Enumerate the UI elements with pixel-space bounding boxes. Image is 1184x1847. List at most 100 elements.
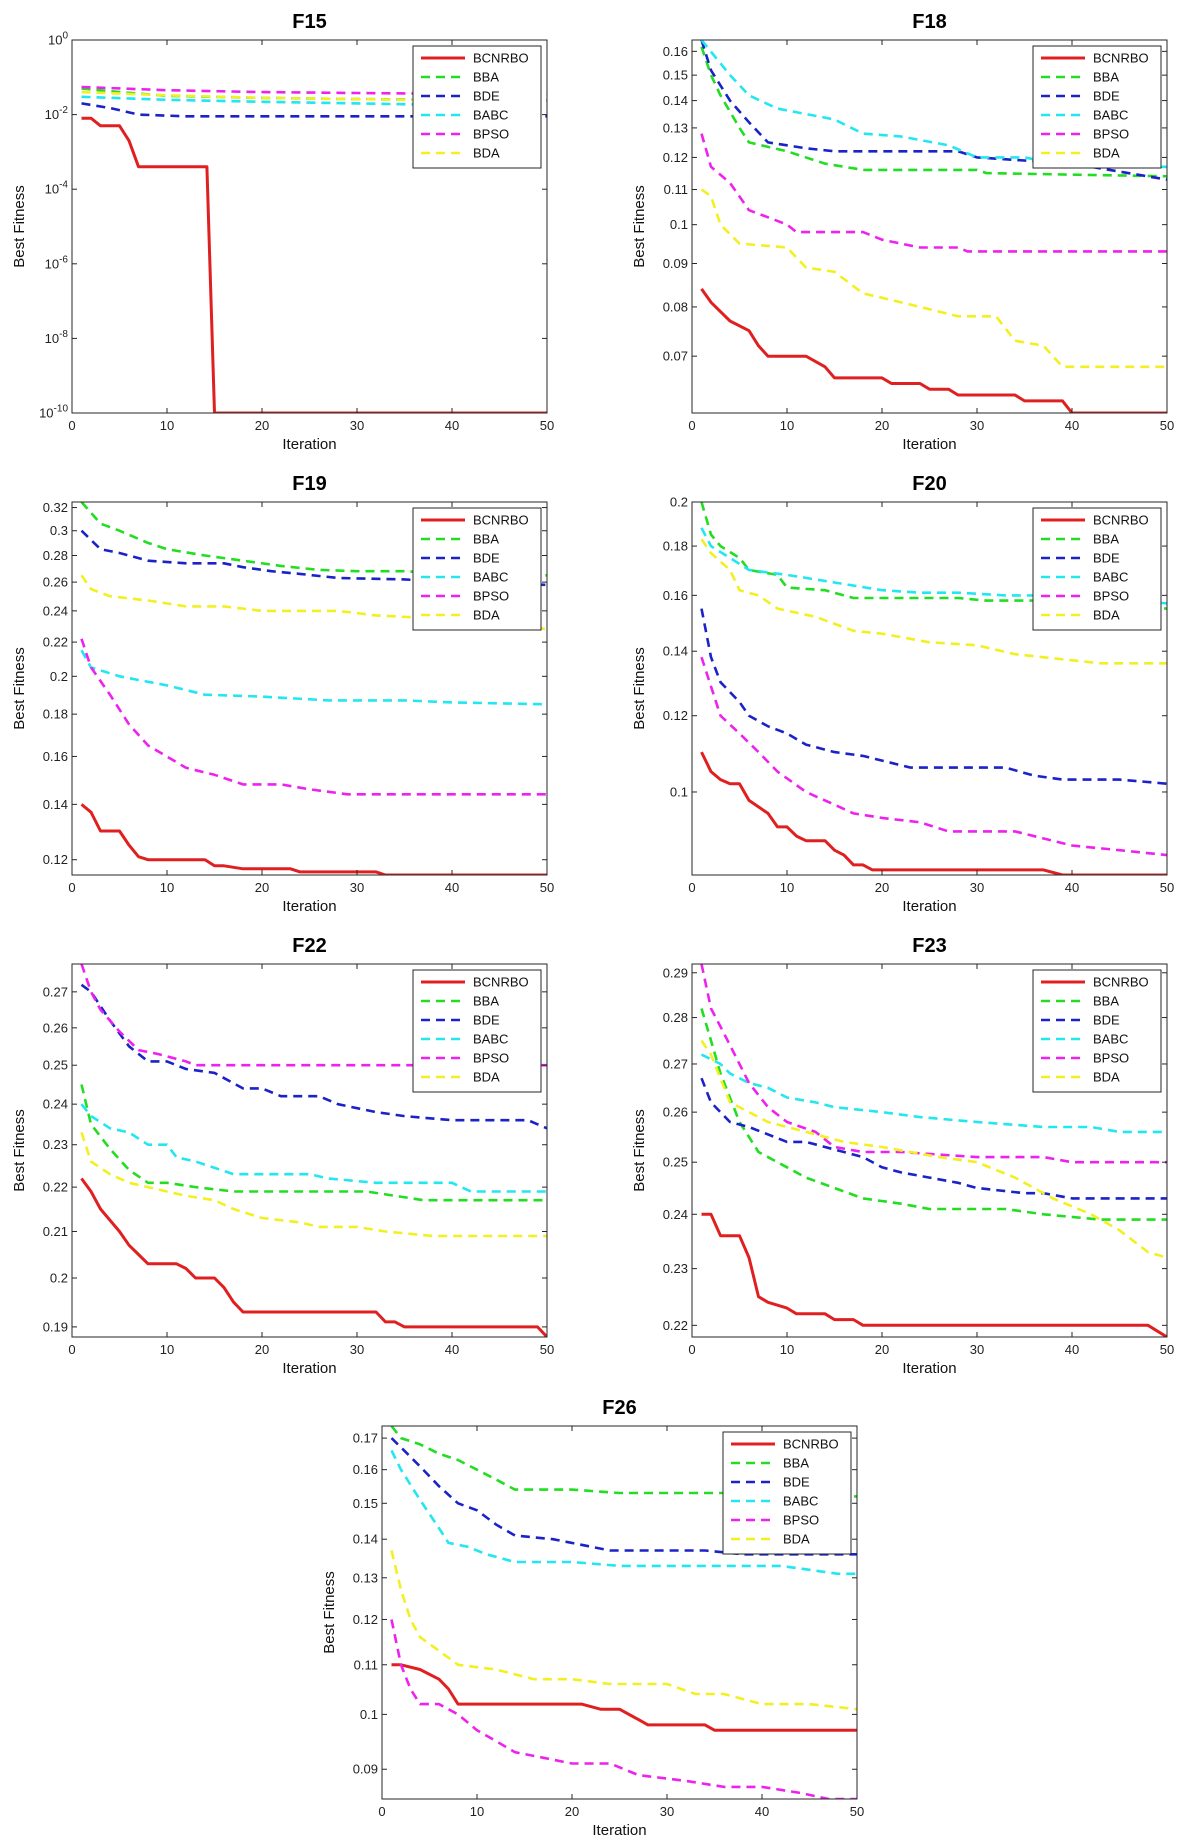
x-axis-label: Iteration (592, 1822, 646, 1839)
series-line-bda (390, 1550, 857, 1711)
x-tick-label: 0 (68, 418, 75, 433)
legend-label-bba: BBA (1093, 70, 1119, 85)
x-tick-label: 20 (875, 418, 889, 433)
y-tick-label: 0.25 (43, 1058, 68, 1073)
chart-title: F18 (912, 11, 946, 33)
x-tick-label: 50 (540, 1342, 554, 1357)
legend-box (412, 45, 542, 169)
y-tick-label: 0.18 (663, 539, 688, 554)
y-tick-label: 0.27 (43, 984, 68, 999)
series-line-bcnrbo (391, 1663, 857, 1732)
legend-label-bba: BBA (473, 994, 499, 1009)
x-tick-label: 50 (1160, 1342, 1174, 1357)
legend-label-bcnrbo: BCNRBO (473, 513, 529, 528)
legend-label-bpso: BPSO (1093, 1051, 1129, 1066)
x-tick-label: 40 (1065, 1342, 1079, 1357)
x-tick-label: 0 (68, 1342, 75, 1357)
series-line-bde (390, 1437, 857, 1556)
legend: BCNRBO BBA BDE BABC BPSO BDA (1032, 969, 1162, 1093)
y-tick-label: 0.26 (43, 1020, 68, 1035)
legend-box (1032, 969, 1162, 1093)
legend-label-bda: BDA (473, 1070, 500, 1085)
y-axis-label: Best Fitness (631, 185, 648, 268)
legend-label-bpso: BPSO (473, 589, 509, 604)
legend-label-bda: BDA (473, 608, 500, 623)
series-line-bda (80, 1131, 547, 1238)
chart-title: F20 (912, 473, 946, 495)
y-tick-label: 0.14 (43, 797, 68, 812)
x-tick-label: 0 (688, 418, 695, 433)
series-line-bcnrbo (700, 288, 1167, 413)
series-line-babc (700, 40, 1167, 169)
y-tick-label: 0.15 (663, 68, 688, 83)
legend-label-bde: BDE (783, 1475, 810, 1490)
legend-label-bda: BDA (1093, 1070, 1120, 1085)
y-tick-label: 0.08 (663, 299, 688, 314)
y-tick-label: 0.2 (50, 669, 68, 684)
legend-label-babc: BABC (1093, 108, 1128, 123)
series-line-bpso (81, 85, 547, 96)
axes-box (71, 963, 548, 1338)
series-line-bba (700, 1008, 1167, 1221)
y-tick-label: 0.23 (663, 1261, 688, 1276)
y-tick-label: 0.16 (353, 1462, 378, 1477)
x-axis-label: Iteration (902, 1360, 956, 1377)
legend: BCNRBO BBA BDE BABC BPSO BDA (1032, 507, 1162, 631)
y-tick-label: 0.2 (670, 495, 688, 510)
x-tick-label: 50 (1160, 880, 1174, 895)
x-tick-label: 0 (378, 1804, 385, 1819)
y-tick-label: 0.2 (50, 1271, 68, 1286)
chart-panel-f20: 0 10 20 30 40 50 0.1 0.12 0.14 0.16 0.18 0.2 F20 Iter… (631, 473, 1174, 915)
legend-label-bde: BDE (473, 551, 500, 566)
y-axis-label: Best Fitness (11, 1109, 28, 1192)
series-line-bde (700, 608, 1167, 785)
y-tick-label: 0.17 (353, 1431, 378, 1446)
x-tick-label: 30 (660, 1804, 674, 1819)
legend-label-bcnrbo: BCNRBO (473, 975, 529, 990)
x-tick-label: 40 (445, 418, 459, 433)
x-tick-label: 40 (445, 880, 459, 895)
y-tick-label: 10-6 (45, 254, 69, 271)
y-tick-label: 0.12 (353, 1612, 378, 1627)
series-line-bda (80, 574, 547, 631)
y-tick-label: 0.28 (43, 548, 68, 563)
series-line-bpso (80, 638, 547, 796)
y-tick-label: 0.16 (43, 749, 68, 764)
chart-title: F15 (292, 11, 326, 33)
x-tick-label: 0 (68, 880, 75, 895)
x-tick-label: 40 (1065, 880, 1079, 895)
series-line-bde (80, 529, 547, 587)
y-tick-label: 0.23 (43, 1137, 68, 1152)
legend-label-bde: BDE (1093, 551, 1120, 566)
x-tick-label: 20 (255, 418, 269, 433)
series-line-babc (80, 1103, 547, 1193)
y-tick-label: 0.11 (664, 182, 688, 197)
y-tick-label: 0.11 (354, 1657, 378, 1672)
legend-label-bpso: BPSO (783, 1513, 819, 1528)
x-axis-label: Iteration (902, 436, 956, 453)
y-tick-label: 0.28 (663, 1010, 688, 1025)
legend-label-bpso: BPSO (1093, 589, 1129, 604)
y-axis-label: Best Fitness (11, 647, 28, 730)
x-tick-label: 20 (255, 1342, 269, 1357)
series-line-bcnrbo (80, 1177, 547, 1337)
legend-box (412, 969, 542, 1093)
y-tick-label: 0.09 (663, 256, 688, 271)
y-axis-label: Best Fitness (631, 1109, 648, 1192)
x-tick-label: 40 (755, 1804, 769, 1819)
x-axis-label: Iteration (282, 898, 336, 915)
x-tick-label: 10 (780, 1342, 794, 1357)
x-tick-label: 20 (875, 1342, 889, 1357)
x-tick-label: 50 (540, 418, 554, 433)
x-tick-label: 20 (875, 880, 889, 895)
legend-box (412, 507, 542, 631)
series-line-bcnrbo (700, 751, 1167, 875)
legend-box (1032, 45, 1162, 169)
legend: BCNRBO BBA BDE BABC BPSO BDA (412, 507, 542, 631)
x-tick-label: 20 (565, 1804, 579, 1819)
chart-panel-f18: 0 10 20 30 40 50 0.07 0.08 0.09 0.1 0.11 0.12 0.13 0.… (631, 11, 1174, 453)
y-tick-label: 0.15 (353, 1496, 378, 1511)
legend-label-babc: BABC (1093, 1032, 1128, 1047)
series-line-bde (81, 102, 547, 118)
legend-label-bpso: BPSO (473, 1051, 509, 1066)
